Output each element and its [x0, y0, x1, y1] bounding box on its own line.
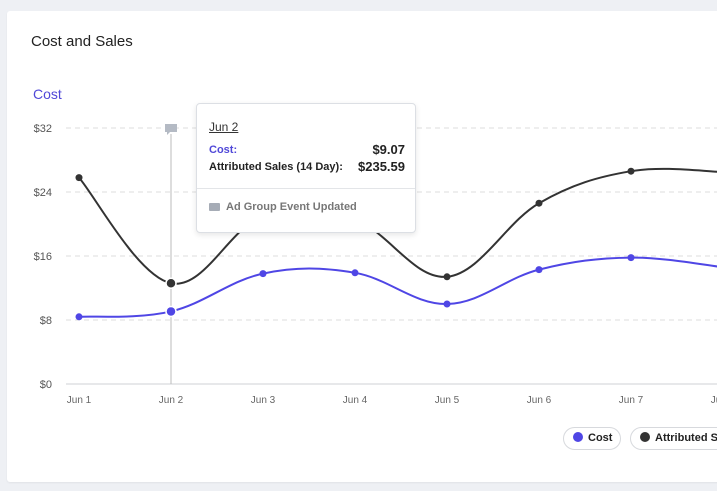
- x-tick-label: Jun 6: [527, 395, 552, 406]
- data-point-cost: [259, 270, 267, 278]
- data-point-cost: [627, 254, 635, 262]
- data-point-cost: [535, 266, 543, 274]
- tooltip-event-text: Ad Group Event Updated: [226, 201, 357, 213]
- x-tick-label: Jun 2: [159, 395, 184, 406]
- x-tick-label: Jun 3: [251, 395, 276, 406]
- y-tick-label: $16: [34, 251, 52, 263]
- x-tick-label: Jun 1: [67, 395, 92, 406]
- y-tick-label: $24: [34, 187, 52, 199]
- chart-card: [7, 11, 717, 482]
- y-tick-label: $8: [40, 315, 52, 327]
- data-point-sales: [627, 167, 635, 175]
- legend-cost-dot: [573, 432, 583, 442]
- data-point-cost: [75, 313, 83, 321]
- chart-tooltip: Jun 2 Cost: $9.07 Attributed Sales (14 D…: [196, 103, 416, 233]
- tooltip-sales-value: $235.59: [358, 159, 405, 174]
- comment-icon: [209, 203, 220, 211]
- tooltip-event: Ad Group Event Updated: [209, 201, 357, 213]
- y-axis-name: Cost: [33, 86, 62, 102]
- legend-sales-label: Attributed Sales: [655, 432, 717, 444]
- data-point-cost: [165, 305, 177, 318]
- data-point-sales: [75, 174, 83, 182]
- x-tick-label: Jun 5: [435, 395, 460, 406]
- y-tick-label: $0: [40, 379, 52, 391]
- legend-toggle-sales[interactable]: Attributed Sales: [630, 427, 717, 450]
- x-tick-label: Jun 8: [711, 395, 717, 406]
- tooltip-sales-label: Attributed Sales (14 Day):: [209, 161, 343, 173]
- series-line-cost: [78, 256, 717, 318]
- data-point-cost: [351, 269, 359, 277]
- data-point-sales: [165, 277, 177, 289]
- card-title: Cost and Sales: [31, 33, 133, 50]
- legend-toggle-cost[interactable]: Cost: [563, 427, 621, 450]
- data-point-sales: [535, 199, 543, 207]
- data-point-sales: [443, 273, 451, 281]
- event-marker-icon: [165, 124, 177, 135]
- tooltip-divider: [197, 188, 415, 189]
- tooltip-date: Jun 2: [209, 120, 239, 134]
- legend-cost-label: Cost: [588, 432, 613, 444]
- x-tick-label: Jun 4: [343, 395, 368, 406]
- data-point-cost: [443, 300, 451, 308]
- tooltip-cost-value: $9.07: [372, 142, 405, 157]
- y-tick-label: $32: [34, 123, 52, 135]
- legend-sales-dot: [640, 432, 650, 442]
- x-tick-label: Jun 7: [619, 395, 644, 406]
- tooltip-cost-label: Cost:: [209, 144, 238, 156]
